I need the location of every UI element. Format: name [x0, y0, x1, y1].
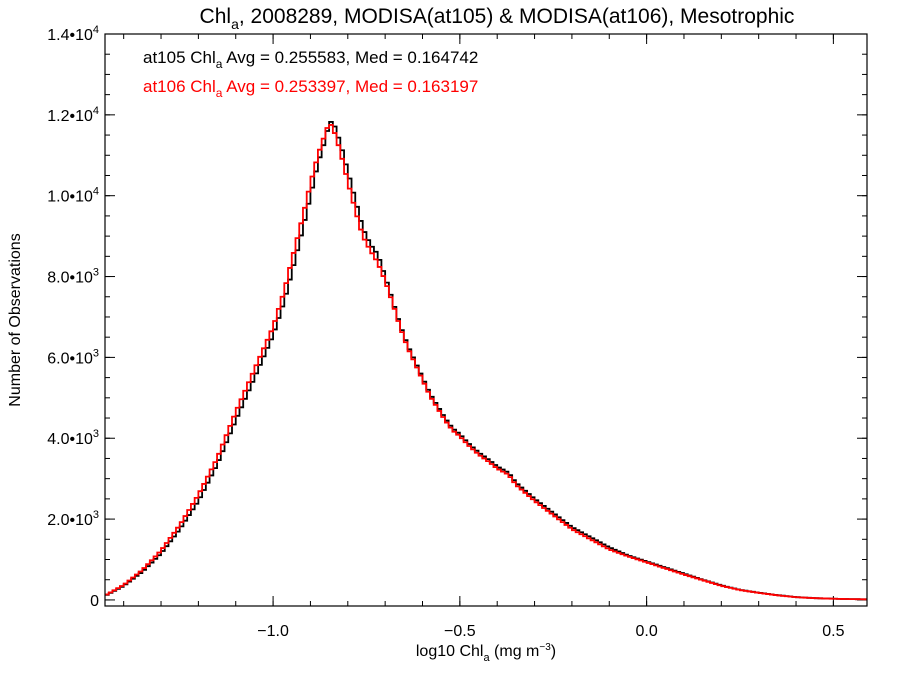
chart-title: Chla, 2008289, MODISA(at105) & MODISA(at…: [200, 5, 795, 32]
y-tick-exponent: 3: [93, 428, 99, 440]
y-tick-label: 1.2•104: [47, 105, 99, 125]
x-tick-label: −1.0: [257, 623, 289, 640]
y-tick-label: 1.0•104: [47, 186, 99, 206]
y-tick-base: 1.4•10: [47, 27, 93, 44]
y-tick-base: 2.0•10: [47, 512, 93, 529]
y-tick-base: 4.0•10: [47, 431, 93, 448]
x-tick-label: −0.5: [444, 623, 476, 640]
annotation-at106: at106 Chla Avg = 0.253397, Med = 0.16319…: [143, 77, 478, 100]
y-tick-base: 6.0•10: [47, 350, 93, 367]
y-tick-exponent: 4: [93, 24, 99, 36]
y-tick-base: 1.0•10: [47, 189, 93, 206]
y-tick-base: 0: [90, 593, 99, 610]
y-tick-base: 8.0•10: [47, 270, 93, 287]
y-tick-label: 4.0•103: [47, 428, 99, 448]
x-tick-label: 0.5: [822, 623, 844, 640]
plot-frame: [104, 33, 868, 607]
x-axis-label: log10 Chla (mg m−3): [416, 642, 556, 664]
y-tick-label: 8.0•103: [47, 267, 99, 287]
y-tick-exponent: 3: [93, 347, 99, 359]
y-tick-label: 1.4•104: [47, 24, 99, 44]
y-tick-label: 0: [90, 593, 99, 610]
series-layer: [105, 121, 867, 601]
tick-labels: −1.0 −0.5 0.0 0.502.0•1034.0•1036.0•1038.0•…: [47, 24, 844, 640]
y-tick-exponent: 3: [93, 509, 99, 521]
y-tick-base: 1.2•10: [47, 108, 93, 125]
x-tick-label: 0.0: [635, 623, 657, 640]
y-tick-exponent: 4: [93, 186, 99, 198]
annotation-at105: at105 Chla Avg = 0.255583, Med = 0.16474…: [143, 48, 478, 71]
y-axis-label: Number of Observations: [7, 233, 24, 406]
series-line-1: [105, 124, 867, 601]
y-tick-exponent: 4: [93, 105, 99, 117]
y-tick-label: 6.0•103: [47, 347, 99, 367]
y-tick-label: 2.0•103: [47, 509, 99, 529]
y-tick-exponent: 3: [93, 267, 99, 279]
